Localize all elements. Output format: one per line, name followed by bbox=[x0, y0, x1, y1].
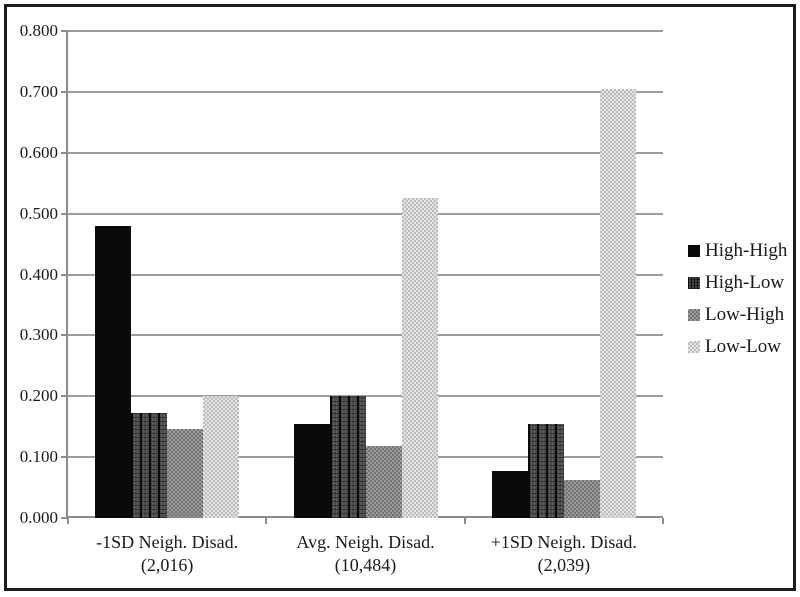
bar-high-low bbox=[131, 413, 168, 518]
x-category-label: Avg. Neigh. Disad. (10,484) bbox=[256, 531, 476, 577]
legend-item: Low-Low bbox=[688, 336, 787, 358]
y-tick-label: 0.400 bbox=[19, 264, 58, 284]
legend-item: High-High bbox=[688, 240, 787, 262]
bar-high-low bbox=[527, 424, 564, 518]
y-axis-tick bbox=[61, 273, 68, 276]
bar-high-high bbox=[293, 424, 330, 518]
bar-high-high bbox=[95, 226, 132, 518]
y-tick-label: 0.600 bbox=[19, 142, 58, 162]
bar-low-low bbox=[599, 89, 636, 518]
y-axis-tick bbox=[61, 151, 68, 154]
legend-swatch-low-high bbox=[688, 309, 700, 321]
y-tick-label: 0.300 bbox=[19, 325, 58, 345]
gridline bbox=[68, 30, 663, 32]
y-tick-label: 0.000 bbox=[19, 508, 58, 527]
x-axis-tick bbox=[265, 518, 268, 524]
gridline bbox=[68, 90, 663, 93]
legend-label: Low-High bbox=[705, 304, 785, 325]
bar-high-low bbox=[329, 396, 366, 518]
legend-swatch-high-high bbox=[688, 245, 700, 257]
gridline bbox=[68, 273, 663, 276]
y-axis-tick bbox=[61, 90, 68, 93]
y-axis-tick bbox=[61, 456, 68, 459]
gridline bbox=[68, 212, 663, 215]
bar-low-high bbox=[563, 480, 600, 518]
gridline bbox=[68, 395, 663, 398]
x-category-label-line1: -1SD Neigh. Disad. bbox=[96, 532, 239, 552]
y-axis-tick bbox=[61, 395, 68, 398]
x-category-label-line2: (10,484) bbox=[334, 555, 397, 575]
x-category-label: -1SD Neigh. Disad. (2,016) bbox=[57, 531, 277, 577]
bar-high-high bbox=[491, 471, 528, 518]
bar-low-low bbox=[203, 396, 240, 518]
y-tick-label: 0.500 bbox=[19, 203, 58, 223]
y-tick-label: 0.200 bbox=[19, 386, 58, 406]
x-category-label-line2: (2,016) bbox=[140, 555, 194, 575]
legend-label: Low-Low bbox=[705, 336, 781, 357]
legend-label: High-High bbox=[705, 240, 788, 261]
gridline bbox=[68, 334, 663, 337]
x-category-label-line1: +1SD Neigh. Disad. bbox=[490, 532, 637, 552]
x-category-label: +1SD Neigh. Disad. (2,039) bbox=[454, 531, 674, 577]
bar-low-high bbox=[167, 429, 204, 518]
legend-item: High-Low bbox=[688, 272, 787, 294]
legend-swatch-high-low bbox=[688, 277, 700, 289]
bar-low-high bbox=[365, 446, 402, 518]
legend-swatch-low-low bbox=[688, 341, 700, 353]
y-tick-label: 0.800 bbox=[19, 21, 58, 40]
x-category-label-line2: (2,039) bbox=[537, 555, 591, 575]
gridline bbox=[68, 151, 663, 154]
y-tick-label: 0.700 bbox=[19, 81, 58, 101]
bar-low-low bbox=[401, 198, 438, 518]
x-axis-tick bbox=[67, 518, 69, 524]
legend: High-High High-Low Low-High Low-Low bbox=[688, 240, 787, 368]
legend-item: Low-High bbox=[688, 304, 787, 326]
y-tick-label: 0.100 bbox=[19, 447, 58, 467]
x-category-label-line1: Avg. Neigh. Disad. bbox=[296, 532, 435, 552]
figure-border bbox=[4, 4, 796, 591]
y-axis-tick bbox=[61, 212, 68, 215]
y-axis bbox=[66, 31, 68, 518]
y-axis-tick bbox=[61, 517, 68, 519]
x-axis-tick bbox=[463, 518, 466, 524]
legend-label: High-Low bbox=[705, 272, 785, 293]
y-axis-tick bbox=[61, 30, 68, 32]
x-axis-tick bbox=[662, 518, 664, 524]
y-axis-tick bbox=[61, 334, 68, 337]
